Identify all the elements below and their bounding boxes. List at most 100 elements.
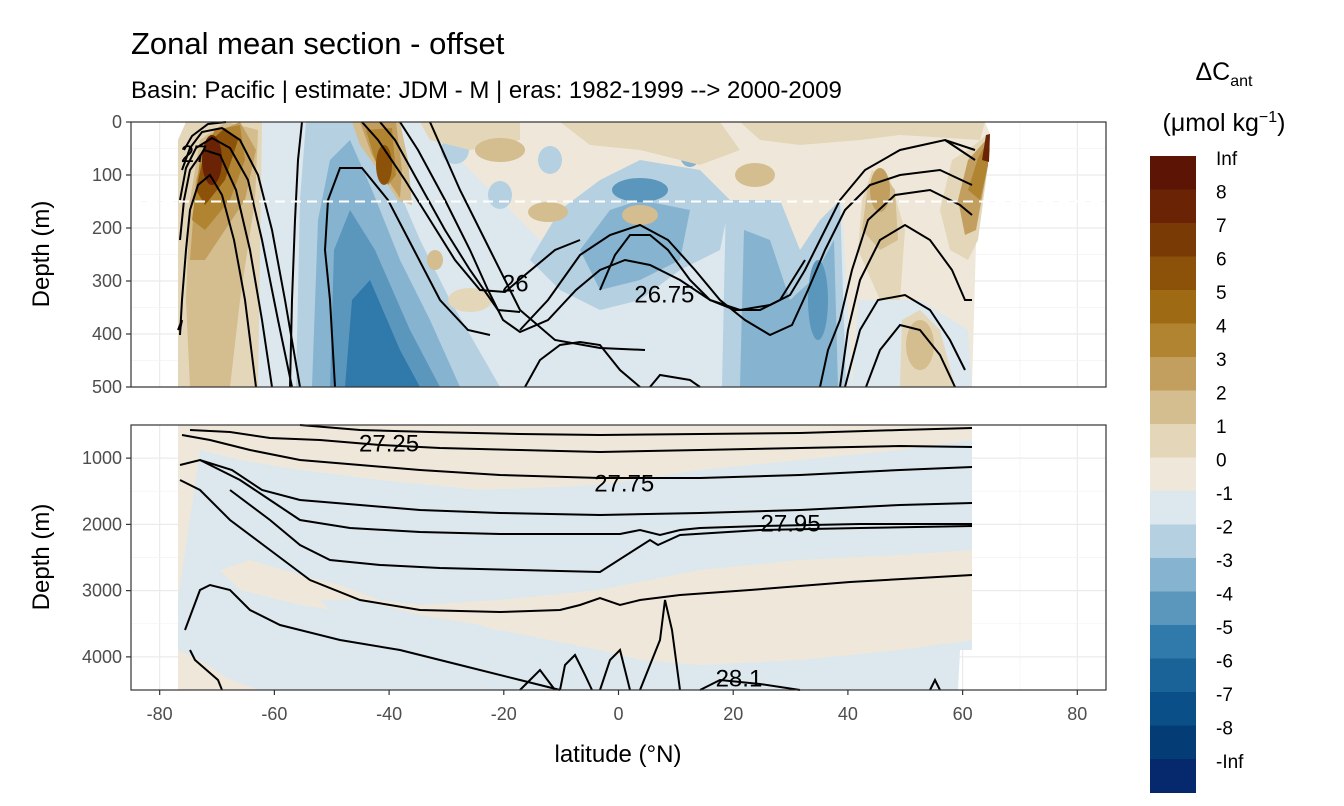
field-pos6-east: [982, 134, 990, 162]
legend-color-bin: [1150, 591, 1196, 626]
isopycnal-contour: [189, 429, 973, 454]
isopycnal-contour: [944, 139, 976, 161]
field-neg3-north: [740, 230, 838, 387]
field-pos3-north: [870, 168, 890, 212]
x-tick-label: 60: [953, 704, 973, 724]
isopycnal-contour: [323, 167, 491, 388]
field-pos2-patch: [735, 163, 775, 187]
legend-bin-label: -Inf: [1216, 752, 1244, 773]
y-tick-label: 200: [92, 218, 122, 238]
legend-bin-label: -2: [1216, 518, 1233, 539]
field-lower-pos-top: [178, 425, 972, 600]
legend-bin-label: 7: [1216, 216, 1227, 237]
upper-panel-contours: [177, 121, 976, 388]
field-pos2-deep: [906, 320, 934, 370]
legend-color-bin: [1150, 457, 1196, 492]
legend-title-subscript: ant: [1230, 73, 1253, 90]
isopycnal-contour: [179, 479, 973, 614]
x-axis-title: latitude (°N): [555, 741, 682, 768]
legend-color-bins: Inf 8 7 6 5 4 3 2 1 0 -1 -2 -3 -4 -5 -6 -7 -8 -Inf: [1150, 149, 1244, 793]
field-neg2-patch: [488, 181, 512, 209]
isopycnal-contour: [299, 424, 973, 437]
contour-label: 27.75: [594, 470, 654, 497]
chart-subtitle: Basin: Pacific | estimate: JDM - M | era…: [131, 77, 842, 104]
isopycnal-contour: [929, 677, 941, 691]
isopycnal-contour: [181, 126, 301, 388]
isopycnal-contour: [361, 121, 581, 294]
isopycnal-contour: [181, 434, 973, 479]
upper-panel-y-axis: 0 100 200 300 400 500: [92, 112, 131, 397]
legend-bin-label: -7: [1216, 685, 1233, 706]
y-axis-title-lower: Depth (m): [28, 504, 55, 611]
field-neg5-south: [345, 280, 420, 387]
legend-unit-exponent: −1: [1259, 109, 1277, 126]
legend-bin-label: 0: [1216, 451, 1227, 472]
legend-color-bin: [1150, 323, 1196, 358]
y-tick-label: 2000: [82, 514, 122, 534]
upper-panel-contour-labels: 26 26.75 27: [181, 141, 695, 308]
field-pos2-patch: [528, 202, 568, 222]
isopycnal-contour: [649, 373, 701, 388]
lower-panel-contours: [179, 424, 973, 691]
isopycnal-contour: [429, 121, 646, 351]
legend-unit-prefix: (μmol kg: [1163, 109, 1259, 137]
upper-panel: 26 26.75 27 0 100 200 300 400 500: [92, 112, 1107, 397]
y-tick-label: 100: [92, 165, 122, 185]
legend-color-bin: [1150, 290, 1196, 324]
isopycnal-contour: [179, 148, 273, 388]
field-pos2-patch: [427, 250, 443, 270]
lower-panel-y-axis: 1000 2000 3000 4000: [82, 448, 131, 667]
legend-title: ΔCant: [1195, 58, 1253, 90]
legend-color-bin: [1150, 223, 1196, 257]
x-tick-label: -80: [147, 704, 173, 724]
x-tick-label: 40: [838, 704, 858, 724]
legend-color-bin: [1150, 658, 1196, 693]
y-tick-label: 400: [92, 324, 122, 344]
x-tick-label: 20: [723, 704, 743, 724]
y-tick-label: 3000: [82, 581, 122, 601]
field-pos1-surface: [560, 122, 740, 165]
x-tick-label: -40: [376, 704, 402, 724]
legend-bin-label: 6: [1216, 250, 1227, 271]
isopycnal-contour: [599, 234, 806, 311]
isopycnal-contour: [179, 173, 257, 388]
upper-panel-border: [130, 121, 1107, 388]
legend-color-bin: [1150, 491, 1196, 525]
legend-unit-suffix: ): [1277, 109, 1285, 137]
y-tick-label: 1000: [82, 448, 122, 468]
isopycnal-contour: [599, 648, 631, 691]
legend-color-bin: [1150, 625, 1196, 659]
legend-color-bin: [1150, 390, 1196, 425]
legend-bin-label: -1: [1216, 484, 1233, 505]
x-tick-label: -20: [491, 704, 517, 724]
contour-label: 26.75: [634, 281, 694, 308]
x-tick-label: 0: [613, 704, 623, 724]
legend-bin-label: 4: [1216, 317, 1227, 338]
y-tick-label: 4000: [82, 647, 122, 667]
field-lower-neg-patch: [320, 600, 500, 635]
lower-panel-field: [178, 425, 972, 690]
isopycnal-contour: [524, 340, 641, 388]
field-pos6-south: [202, 135, 222, 185]
field-neg2-patch: [538, 146, 562, 174]
chart-title: Zonal mean section - offset: [131, 26, 505, 61]
isopycnal-contour: [229, 489, 973, 574]
legend-color-bin: [1150, 725, 1196, 760]
isopycnal-contour: [184, 583, 561, 691]
isopycnal-contour: [699, 678, 801, 691]
isopycnal-contour: [399, 121, 976, 334]
field-neg4-equator: [612, 178, 668, 202]
legend-bin-label: -3: [1216, 551, 1233, 572]
legend-bin-label: -8: [1216, 719, 1233, 740]
lower-panel: 27.25 27.75 27.95 28.1 1000 2000 3000 4000: [82, 424, 1107, 693]
legend-color-bin: [1150, 189, 1196, 224]
isopycnal-contour: [639, 599, 681, 691]
field-neg4-north: [808, 260, 828, 340]
legend-bin-label: Inf: [1216, 149, 1238, 170]
legend-bin-label: 3: [1216, 350, 1227, 371]
isopycnal-contour: [839, 223, 972, 388]
isopycnal-contour: [177, 319, 183, 331]
legend-color-bin: [1150, 156, 1196, 190]
y-tick-label: 300: [92, 271, 122, 291]
